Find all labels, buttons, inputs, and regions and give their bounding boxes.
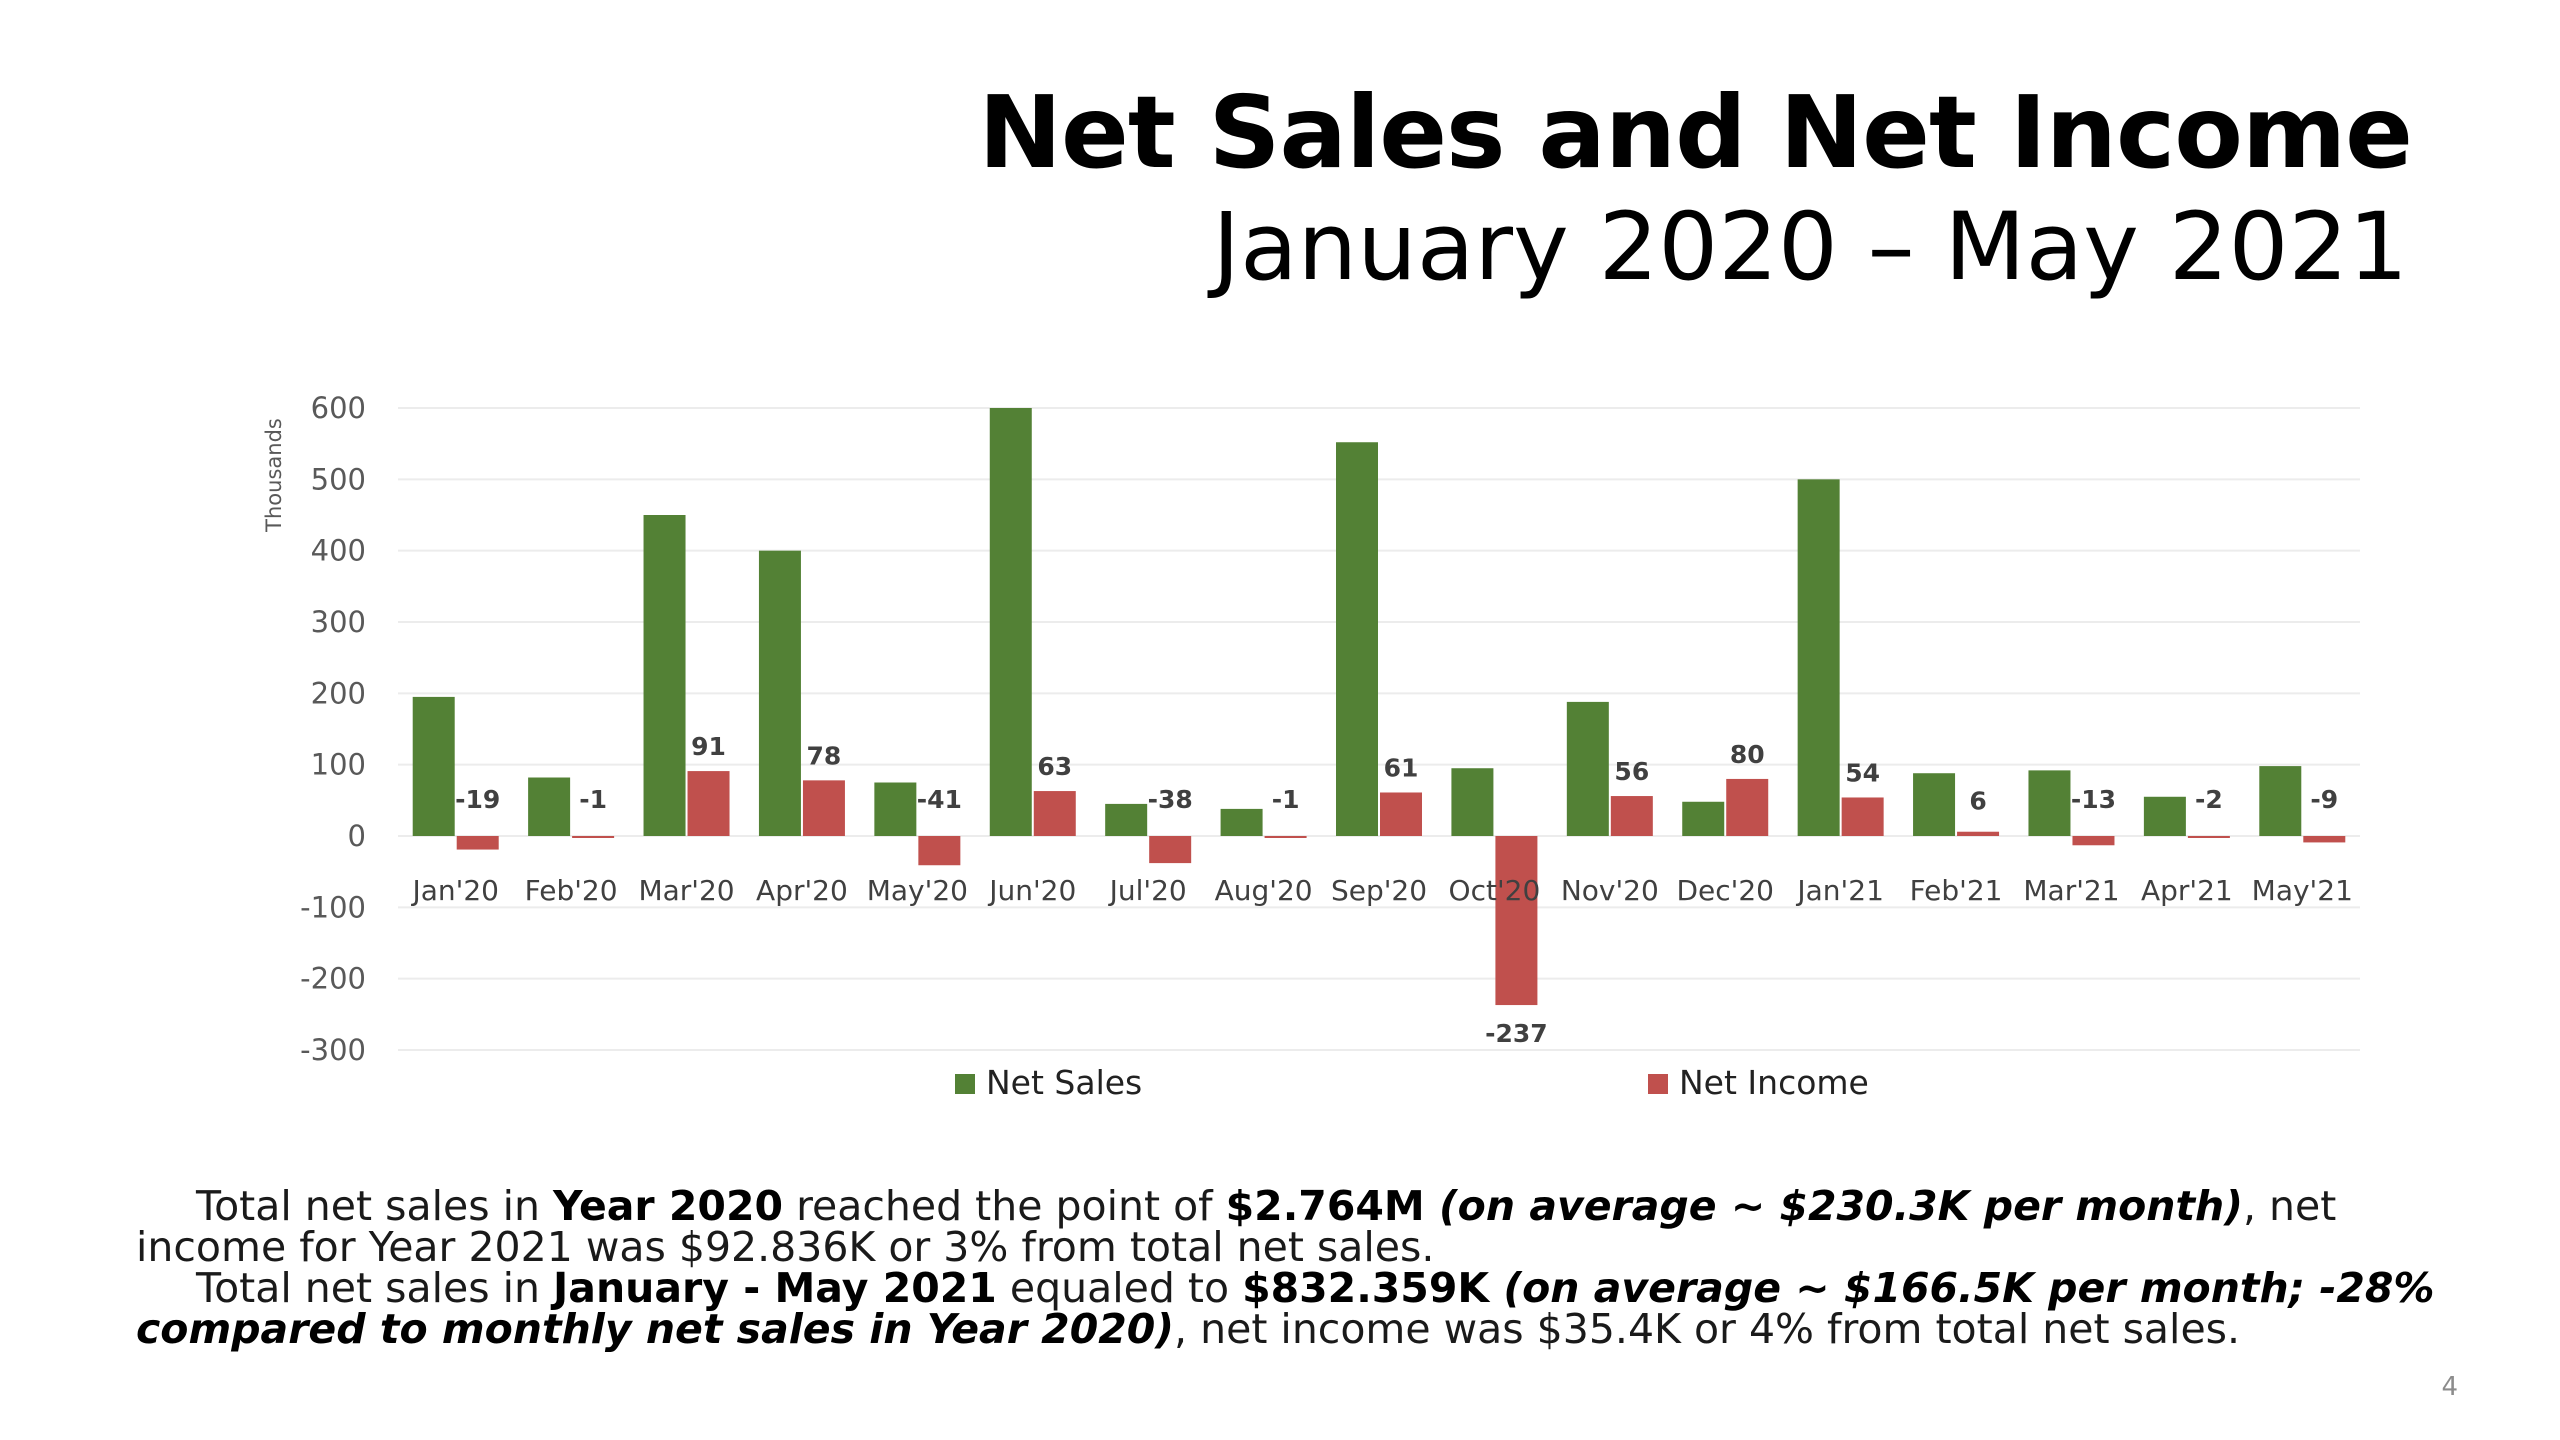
net-sales-bar [2143, 796, 2186, 836]
legend-swatch-net-sales [955, 1074, 975, 1094]
x-category-label: Sep'20 [1331, 874, 1427, 907]
net-income-data-label: 61 [1384, 753, 1419, 782]
y-tick-label: 100 [311, 748, 366, 782]
slide-title: Net Sales and Net Income [978, 74, 2413, 191]
net-income-bar [1841, 797, 1884, 836]
net-income-bar [1380, 792, 1422, 836]
net-income-data-label: 91 [691, 732, 726, 761]
y-tick-label: 600 [311, 391, 366, 425]
net-income-data-label: -237 [1485, 1019, 1548, 1048]
x-category-label: May'21 [2252, 874, 2353, 907]
summary-paragraph-2021: Total net sales in January - May 2021 eq… [136, 1264, 2435, 1353]
x-category-label: Nov'20 [1561, 874, 1659, 907]
summary-text: Total net sales in Year 2020 reached the… [136, 1186, 2466, 1350]
net-income-bar [1264, 836, 1307, 838]
y-tick-label: 500 [311, 462, 366, 496]
x-category-label: Aug'20 [1215, 874, 1313, 907]
net-sales-bar [2259, 766, 2302, 836]
x-category-label: May'20 [867, 874, 968, 907]
net-income-bar [2187, 836, 2230, 838]
net-income-bar [1033, 791, 1076, 836]
y-tick-label: -200 [300, 962, 366, 996]
x-category-label: Jul'20 [1108, 874, 1187, 907]
y-tick-label: 300 [311, 605, 366, 639]
net-income-data-label: 78 [807, 741, 842, 770]
x-category-label: Dec'20 [1676, 874, 1774, 907]
net-income-data-label: -13 [2071, 785, 2116, 814]
net-sales-bar [643, 515, 686, 836]
net-sales-bar [2028, 770, 2071, 836]
net-income-data-label: -19 [455, 785, 500, 814]
net-sales-bar [758, 550, 801, 836]
net-sales-bar [989, 408, 1032, 836]
net-sales-bar [412, 696, 455, 836]
x-category-label: Jun'20 [987, 874, 1076, 907]
net-income-bar [1495, 836, 1538, 1006]
legend-label-net-income: Net Income [1679, 1063, 1869, 1102]
net-income-data-label: 54 [1845, 758, 1880, 787]
page-number: 4 [2441, 1372, 2458, 1402]
net-income-bar [687, 771, 730, 836]
net-income-data-label: -41 [917, 785, 962, 814]
net-income-bar [1726, 778, 1769, 836]
net-income-bar [1957, 831, 2000, 836]
net-sales-bar [1220, 808, 1263, 836]
y-tick-label: 200 [311, 676, 366, 710]
x-category-label: Jan'21 [1795, 874, 1884, 907]
y-tick-label: -100 [300, 890, 366, 924]
y-tick-label: 0 [348, 819, 366, 853]
net-income-bar [2072, 836, 2115, 846]
net-sales-bar [1913, 773, 1956, 836]
net-income-data-label: -2 [2195, 785, 2223, 814]
legend-label-net-sales: Net Sales [986, 1063, 1142, 1102]
net-income-bar [456, 836, 499, 850]
net-income-data-label: -38 [1148, 785, 1193, 814]
net-income-bar [572, 836, 615, 838]
net-sales-bar [1797, 479, 1840, 836]
summary-paragraph-2020: Total net sales in Year 2020 reached the… [136, 1182, 2337, 1271]
net-sales-bar [1336, 442, 1378, 836]
net-income-data-label: 63 [1037, 752, 1072, 781]
x-category-label: Apr'20 [756, 874, 848, 907]
legend-swatch-net-income [1648, 1074, 1668, 1094]
slide-subtitle: January 2020 – May 2021 [1212, 193, 2408, 302]
y-tick-label: -300 [300, 1033, 366, 1067]
net-income-bar [918, 836, 961, 866]
x-category-label: Apr'21 [2141, 874, 2233, 907]
x-category-label: Mar'20 [638, 874, 734, 907]
net-income-data-label: 56 [1614, 757, 1649, 786]
net-sales-bar [874, 782, 917, 836]
net-income-bar [2303, 836, 2346, 843]
x-category-label: Jan'20 [410, 874, 499, 907]
net-sales-bar [1105, 803, 1148, 836]
net-income-bar [1610, 796, 1653, 836]
net-income-bar [802, 780, 845, 836]
net-sales-bar [1682, 801, 1725, 836]
x-category-label: Oct'20 [1449, 874, 1541, 907]
net-sales-bar [1451, 768, 1494, 836]
net-sales-bar [528, 777, 571, 836]
x-category-label: Feb'20 [525, 874, 618, 907]
net-income-data-label: 6 [1969, 786, 1986, 815]
net-income-data-label: -1 [579, 785, 607, 814]
net-income-bar [1149, 836, 1192, 864]
net-income-data-label: -1 [1272, 785, 1300, 814]
y-tick-label: 400 [311, 534, 366, 568]
x-category-label: Feb'21 [1910, 874, 2003, 907]
x-category-label: Mar'21 [2023, 874, 2119, 907]
net-income-data-label: -9 [2310, 785, 2338, 814]
y-axis-title: Thousands [262, 418, 286, 533]
net-sales-bar [1566, 701, 1609, 836]
net-income-data-label: 80 [1730, 740, 1765, 769]
